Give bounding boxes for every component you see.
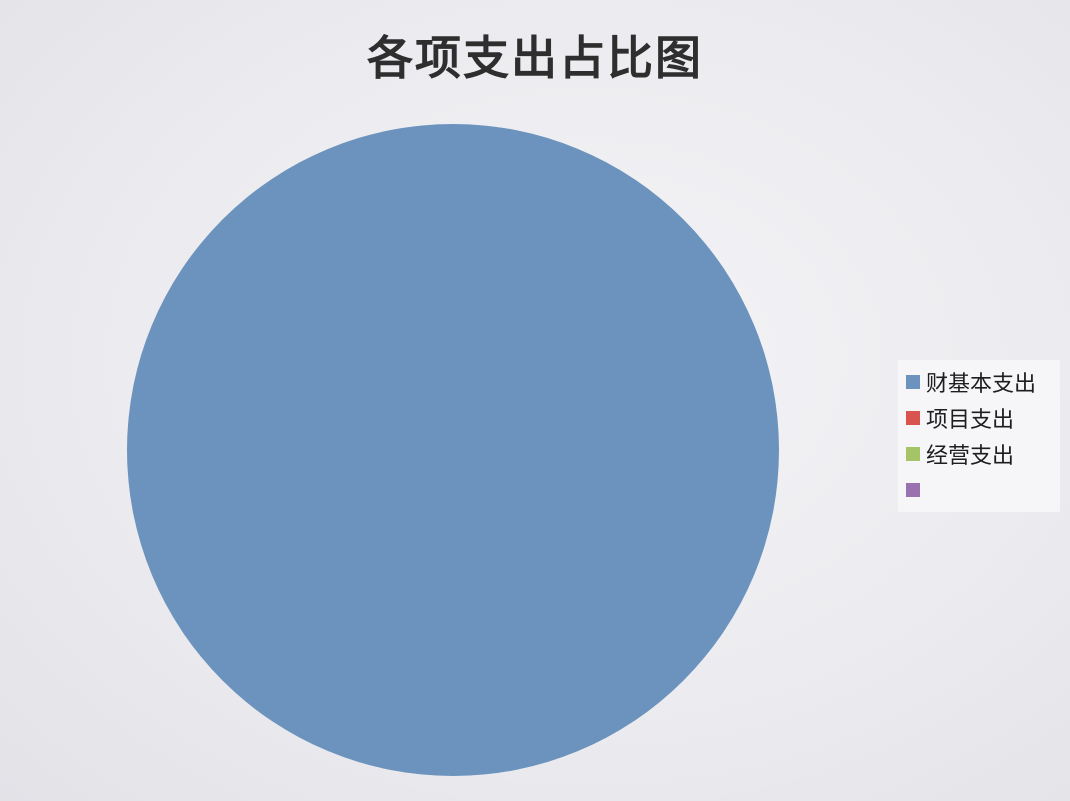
legend-item-0: 财基本支出	[906, 364, 1054, 400]
chart-title: 各项支出占比图	[367, 31, 703, 85]
legend-swatch	[906, 447, 920, 461]
pie-slice-0	[127, 124, 779, 776]
legend-swatch	[906, 375, 920, 389]
legend-item-3	[906, 472, 1054, 508]
legend-label: 项目支出	[926, 408, 1015, 433]
legend-swatch	[906, 483, 920, 497]
legend-item-1: 项目支出	[906, 400, 1054, 436]
legend: 财基本支出项目支出经营支出	[898, 360, 1060, 512]
legend-swatch	[906, 411, 920, 425]
legend-item-2: 经营支出	[906, 436, 1054, 472]
legend-label: 财基本支出	[926, 372, 1037, 397]
legend-label: 经营支出	[926, 444, 1015, 469]
